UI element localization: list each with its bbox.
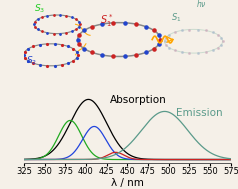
Text: $h\nu$: $h\nu$ [196,0,207,9]
Text: $S_2$: $S_2$ [26,54,37,67]
Text: $S_1$: $S_1$ [171,11,181,24]
X-axis label: λ / nm: λ / nm [111,178,144,188]
Text: $S_1^*$: $S_1^*$ [100,12,114,29]
Text: $S_3$: $S_3$ [34,3,45,15]
Text: Absorption: Absorption [110,95,166,105]
Text: Emission: Emission [176,108,223,118]
